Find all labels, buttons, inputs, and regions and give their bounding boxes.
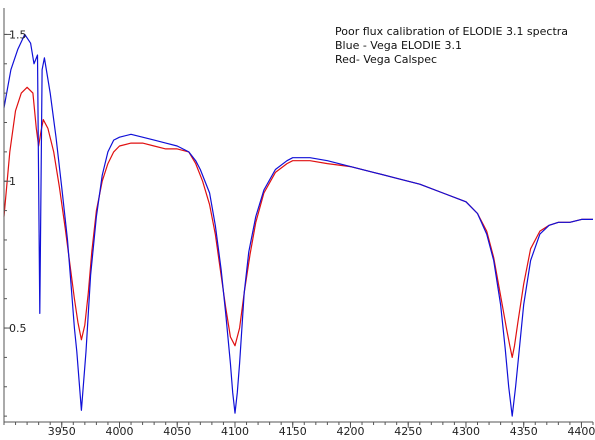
x-tick-label: 4000 bbox=[105, 425, 133, 438]
y-tick-label: 1 bbox=[9, 175, 16, 188]
x-tick-label: 4400 bbox=[567, 425, 595, 438]
series-layer bbox=[3, 33, 593, 417]
x-tick-label: 3950 bbox=[48, 425, 76, 438]
chart-title: Poor flux calibration of ELODIE 3.1 spec… bbox=[335, 25, 568, 38]
x-tick-label: 4050 bbox=[163, 425, 191, 438]
x-tick-label: 4200 bbox=[336, 425, 364, 438]
annotation-calspec: Red- Vega Calspec bbox=[335, 53, 437, 66]
x-tick-label: 4250 bbox=[394, 425, 422, 438]
y-tick-label: 1.5 bbox=[9, 28, 27, 41]
annotation-elodie: Blue - Vega ELODIE 3.1 bbox=[335, 39, 462, 52]
annotation-layer: Poor flux calibration of ELODIE 3.1 spec… bbox=[335, 25, 568, 66]
series-line-calspec bbox=[3, 86, 593, 358]
x-tick-label: 4350 bbox=[510, 425, 538, 438]
x-tick-label: 4150 bbox=[279, 425, 307, 438]
series-line-elodie bbox=[3, 33, 593, 417]
x-tick-label: 4300 bbox=[452, 425, 480, 438]
y-tick-label: 0.5 bbox=[9, 322, 27, 335]
x-tick-label: 4100 bbox=[221, 425, 249, 438]
axes-layer: 3950 4000 4050 4100 4150 4200 4250 4300 4350 4400… bbox=[3, 8, 595, 438]
